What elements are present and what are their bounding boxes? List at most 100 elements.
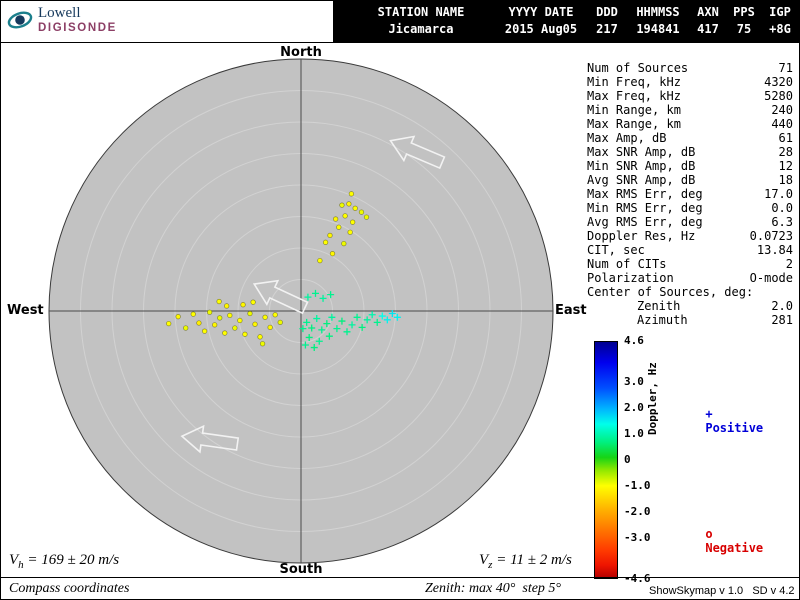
statistics-panel: Num of Sources 71 Min Freq, kHz 4320 Max Fre…: [587, 61, 793, 327]
plus-marker-icon: +: [705, 407, 713, 421]
source-point-negative: [201, 328, 208, 334]
source-point-negative: [247, 310, 253, 317]
source-point-negative: [363, 214, 370, 220]
legend-negative: o Negative: [662, 513, 763, 569]
header-col-label: HHMMSS: [636, 5, 680, 19]
source-point-negative: [242, 331, 248, 337]
source-point-negative: [347, 229, 353, 235]
source-point-positive: [311, 289, 319, 297]
header-col-label: PPS: [733, 5, 755, 19]
header-col-value: 75: [736, 22, 752, 36]
source-point-positive: [304, 293, 312, 301]
header-col-label: IGP: [769, 5, 791, 19]
header-col-value: 194841: [636, 22, 680, 36]
header-col-label: DDD: [596, 5, 618, 19]
source-point-positive: [383, 316, 391, 324]
stat-row: Doppler Res, Hz 0.0723: [587, 229, 793, 243]
source-point-positive: [348, 321, 356, 329]
header-col-label: YYYY DATE: [508, 5, 574, 19]
source-point-positive: [318, 326, 326, 334]
source-point-negative: [322, 239, 329, 245]
station-header-labels: STATION NAME YYYY DATE DDD HHMMSS AXN PPS IGP: [347, 4, 799, 21]
source-point-negative: [252, 321, 258, 327]
colorbar-tick-label: -2.0: [624, 504, 651, 518]
stat-row: Azimuth 281: [637, 313, 793, 327]
stat-row: Max RMS Err, deg 17.0: [587, 187, 793, 201]
legend-negative-label: Negative: [705, 541, 764, 555]
source-point-negative: [175, 314, 181, 320]
source-point-negative: [262, 314, 268, 320]
compass-label-east: East: [555, 303, 587, 318]
source-point-negative: [216, 298, 222, 305]
source-point-positive: [323, 320, 331, 328]
source-point-positive: [310, 344, 318, 352]
source-point-negative: [206, 309, 213, 315]
source-point-positive: [358, 323, 366, 331]
compass-label-south: South: [279, 562, 323, 577]
source-point-positive: [319, 294, 327, 302]
source-point-negative: [237, 317, 243, 324]
source-point-negative: [346, 201, 352, 207]
source-point-negative: [240, 302, 246, 308]
stat-row: Min Freq, kHz 4320: [587, 75, 793, 89]
logo-name: Lowell: [38, 5, 81, 21]
source-point-negative: [222, 330, 228, 336]
source-point-negative: [336, 224, 342, 230]
footer-divider: [1, 577, 799, 578]
stat-row: Polarization O-mode: [587, 271, 793, 285]
source-point-negative: [327, 232, 333, 239]
source-point-negative: [257, 334, 263, 340]
source-point-positive: [308, 324, 316, 332]
colorbar-tick-label: 0: [624, 453, 631, 466]
header-col-value: Jicamarca: [388, 22, 454, 36]
stat-row: Max Freq, kHz 5280: [587, 89, 793, 103]
stat-row: Avg RMS Err, deg 6.3: [587, 215, 793, 229]
header-col-value: 217: [596, 22, 618, 36]
logo-product: DIGISONDE: [38, 22, 117, 34]
header-col-label: AXN: [697, 5, 719, 19]
source-point-negative: [250, 299, 256, 305]
colorbar-tick-label: -1.0: [624, 478, 651, 492]
source-point-negative: [348, 191, 355, 197]
colorbar-tick-label: 3.0: [624, 375, 644, 389]
source-point-positive: [393, 313, 401, 321]
stat-row: CIT, sec 13.84: [587, 243, 793, 257]
horizontal-velocity-readout: Vh = 169 ± 20 m/s: [9, 552, 120, 571]
legend-positive-label: Positive: [705, 421, 764, 435]
source-point-positive: [305, 333, 313, 341]
source-point-negative: [341, 240, 347, 247]
source-point-negative: [227, 312, 233, 319]
header-col-label: STATION NAME: [377, 5, 465, 19]
source-point-negative: [352, 205, 358, 211]
stat-row: Max Range, km 440: [587, 117, 793, 131]
source-point-negative: [196, 320, 202, 326]
source-point-negative: [217, 315, 223, 321]
source-point-negative: [183, 325, 189, 331]
source-point-positive: [353, 313, 361, 321]
source-point-positive: [373, 318, 381, 326]
stat-row: Min RMS Err, deg 0.0: [587, 201, 793, 215]
circle-marker-icon: o: [705, 527, 713, 541]
source-point-negative: [224, 303, 230, 309]
source-point-positive: [388, 310, 396, 318]
source-point-positive: [338, 317, 346, 325]
source-point-negative: [259, 341, 266, 347]
source-point-positive: [333, 325, 341, 333]
colorbar-tick-label: 2.0: [624, 401, 644, 415]
source-point-positive: [299, 325, 307, 333]
source-point-negative: [329, 251, 336, 257]
stat-row: Max Amp, dB 61: [587, 131, 793, 145]
stat-row: Zenith 2.0: [637, 299, 793, 313]
colorbar-axis-label: Doppler, Hz: [646, 362, 659, 435]
source-point-negative: [358, 209, 365, 215]
source-point-positive: [315, 337, 323, 345]
source-point-positive: [313, 315, 321, 323]
compass-label-north: North: [280, 45, 322, 60]
source-point-negative: [342, 213, 348, 219]
header-col-value: 2015 Aug05: [504, 22, 578, 36]
source-point-positive: [325, 332, 333, 340]
stat-row: Num of Sources 71: [587, 61, 793, 75]
source-point-negative: [277, 319, 283, 325]
coordinates-note: Compass coordinates: [9, 581, 130, 596]
